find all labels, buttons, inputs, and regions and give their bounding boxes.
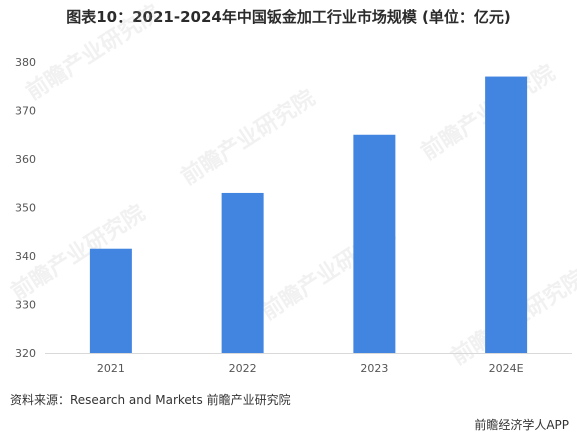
x-tick-label: 2024E: [489, 362, 524, 375]
x-tick-label: 2023: [360, 362, 388, 375]
bar: [353, 134, 396, 353]
x-tick-label: 2022: [229, 362, 257, 375]
brand-label: 前瞻经济学人APP: [474, 418, 569, 432]
y-tick-label: 380: [15, 56, 36, 69]
y-tick-label: 360: [15, 153, 36, 166]
chart-title: 图表10：2021-2024年中国钣金加工行业市场规模 (单位：亿元): [66, 8, 511, 26]
y-tick-label: 320: [15, 347, 36, 360]
bar: [89, 248, 132, 353]
bar: [485, 76, 528, 354]
y-tick-label: 330: [15, 299, 36, 312]
bar: [221, 192, 264, 353]
source-note: 资料来源：Research and Markets 前瞻产业研究院: [10, 393, 291, 407]
x-tick-label: 2021: [97, 362, 125, 375]
y-tick-label: 340: [15, 250, 36, 263]
y-tick-label: 350: [15, 202, 36, 215]
y-tick-label: 370: [15, 105, 36, 118]
